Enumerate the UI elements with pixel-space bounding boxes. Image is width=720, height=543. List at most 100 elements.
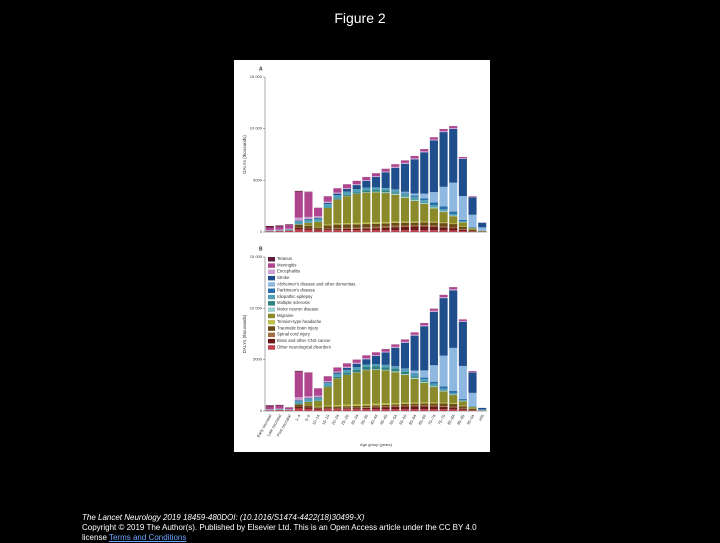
- bar-segment: [362, 355, 370, 358]
- bar-segment: [343, 189, 351, 192]
- bar-segment: [411, 379, 419, 403]
- bar-segment: [440, 409, 448, 411]
- bar-segment: [420, 203, 428, 204]
- bar-segment: [391, 195, 399, 222]
- bar-segment: [285, 224, 293, 225]
- bar-segment: [343, 406, 351, 408]
- y-tick-label: 15 000: [250, 74, 263, 79]
- bar-segment: [459, 410, 467, 411]
- bar-segment: [275, 409, 283, 410]
- bar-segment: [266, 407, 274, 410]
- bar-segment: [440, 223, 448, 226]
- bar-segment: [430, 207, 438, 208]
- bar-segment: [304, 219, 312, 220]
- bar-segment: [449, 407, 457, 409]
- bar-segment: [324, 204, 332, 208]
- terms-link[interactable]: Terms and Conditions: [109, 533, 186, 542]
- bar-segment: [333, 195, 341, 198]
- bar-segment: [440, 209, 448, 211]
- bar-segment: [420, 325, 428, 326]
- bar-segment: [449, 290, 457, 347]
- legend-label: Spinal cord injury: [277, 332, 311, 337]
- legend-swatch: [268, 289, 275, 294]
- bar-segment: [295, 408, 303, 411]
- bar-segment: [362, 224, 370, 227]
- bar-segment: [295, 229, 303, 232]
- bar-segment: [324, 230, 332, 232]
- bar-segment: [440, 129, 448, 131]
- bar-segment: [459, 322, 467, 366]
- bar-segment: [333, 188, 341, 192]
- bar-segment: [333, 194, 341, 196]
- bar-segment: [266, 410, 274, 411]
- bar-segment: [449, 227, 457, 228]
- bar-segment: [353, 223, 361, 224]
- bar-segment: [295, 372, 303, 398]
- bar-segment: [391, 369, 399, 371]
- bar-segment: [324, 208, 332, 225]
- bar-segment: [333, 378, 341, 405]
- bar-segment: [430, 312, 438, 365]
- bar-segment: [459, 230, 467, 231]
- legend-swatch: [268, 276, 275, 281]
- bar-segment: [468, 409, 476, 410]
- bar-segment: [382, 406, 390, 407]
- y-axis-label: DALYs (thousands): [242, 135, 247, 174]
- bar-segment: [459, 227, 467, 229]
- bar-segment: [382, 228, 390, 231]
- bar-segment: [382, 403, 390, 404]
- bar-segment: [430, 309, 438, 311]
- bar-segment: [353, 228, 361, 229]
- bar-segment: [362, 365, 370, 367]
- legend-swatch: [268, 333, 275, 338]
- legend-label: Alzheimer's disease and other dementias: [277, 281, 355, 286]
- bar-segment: [430, 402, 438, 403]
- legend-swatch: [268, 314, 275, 319]
- bar-segment: [420, 409, 428, 411]
- bar-segment: [411, 376, 419, 378]
- legend-swatch: [268, 270, 275, 275]
- bar-segment: [420, 402, 428, 403]
- bar-segment: [420, 230, 428, 232]
- bar-segment: [372, 190, 380, 192]
- bar-segment: [314, 222, 322, 227]
- bar-segment: [304, 408, 312, 409]
- bar-segment: [295, 404, 303, 407]
- bar-segment: [324, 386, 332, 387]
- bar-segment: [372, 224, 380, 227]
- bar-segment: [372, 177, 380, 187]
- bar-segment: [440, 389, 448, 390]
- bar-segment: [411, 199, 419, 200]
- bar-segment: [324, 387, 332, 405]
- bar-segment: [372, 405, 380, 407]
- bar-segment: [362, 370, 370, 404]
- bar-segment: [266, 230, 274, 231]
- bar-segment: [430, 365, 438, 381]
- legend-label: Multiple sclerosis: [277, 300, 310, 305]
- bar-segment: [411, 336, 419, 371]
- bar-segment: [372, 187, 380, 189]
- legend-swatch: [268, 263, 275, 268]
- bar-segment: [391, 192, 399, 193]
- bar-segment: [372, 370, 380, 404]
- bar-segment: [343, 368, 351, 370]
- bar-segment: [430, 311, 438, 312]
- bar-segment: [430, 227, 438, 231]
- bar-segment: [449, 216, 457, 217]
- bar-segment: [459, 321, 467, 322]
- bar-segment: [420, 225, 428, 226]
- bar-segment: [343, 230, 351, 232]
- bar-segment: [372, 408, 380, 410]
- bar-segment: [353, 181, 361, 184]
- bar-segment: [459, 231, 467, 232]
- bar-segment: [314, 218, 322, 219]
- bar-segment: [440, 212, 448, 222]
- bar-segment: [382, 171, 390, 172]
- bar-segment: [449, 407, 457, 408]
- bar-segment: [430, 202, 438, 205]
- bar-segment: [343, 184, 351, 188]
- bar-segment: [468, 196, 476, 197]
- bar-segment: [362, 358, 370, 359]
- bar-segment: [440, 404, 448, 407]
- bar-segment: [275, 231, 283, 232]
